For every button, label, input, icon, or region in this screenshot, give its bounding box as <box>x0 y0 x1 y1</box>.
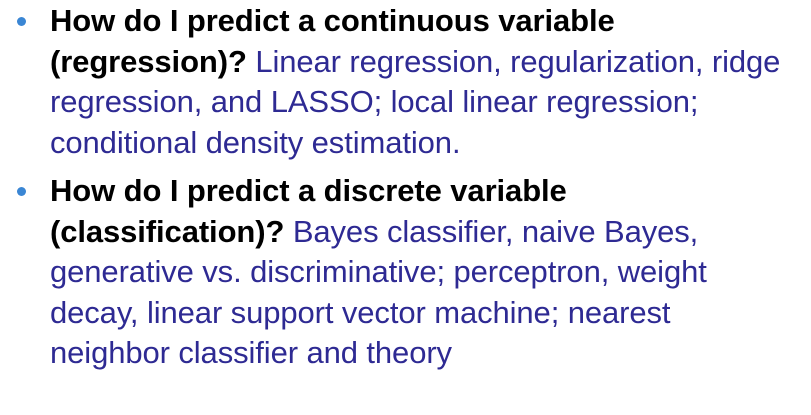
bullet-dot-icon <box>17 187 26 196</box>
bullet-list: How do I predict a continuous variable (… <box>0 1 811 374</box>
bullet-item-regression: How do I predict a continuous variable (… <box>0 1 811 163</box>
bullet-dot-icon <box>17 17 26 26</box>
bullet-answer: Linear regression, regularization, ridge… <box>50 43 781 160</box>
bullet-item-classification: How do I predict a discrete variable (cl… <box>0 171 811 374</box>
bullet-answer: Bayes classifier, naive Bayes, generativ… <box>50 213 707 371</box>
bullet-question: How do I predict a discrete variable (cl… <box>50 173 567 249</box>
bullet-question: How do I predict a continuous variable (… <box>50 3 615 79</box>
